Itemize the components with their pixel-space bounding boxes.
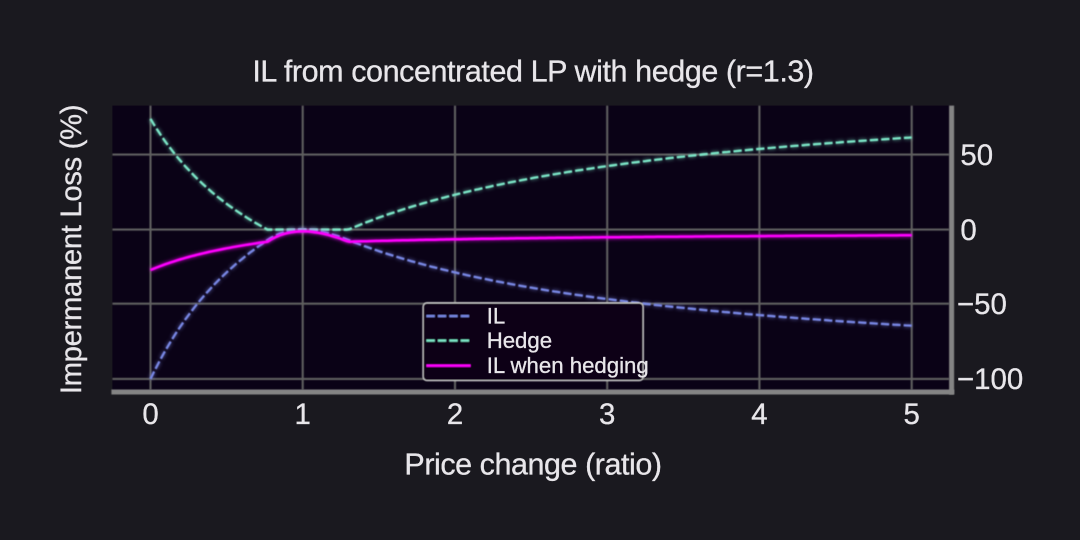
svg-text:1: 1 — [295, 398, 311, 431]
svg-text:3: 3 — [599, 398, 615, 431]
svg-text:0: 0 — [960, 214, 976, 247]
svg-text:Hedge: Hedge — [487, 328, 552, 353]
svg-text:50: 50 — [960, 139, 993, 172]
svg-text:−100: −100 — [957, 363, 1023, 396]
svg-text:4: 4 — [751, 398, 767, 431]
svg-text:IL when hedging: IL when hedging — [487, 353, 649, 378]
svg-text:Impermanent Loss (%): Impermanent Loss (%) — [55, 105, 88, 394]
svg-text:IL: IL — [487, 304, 506, 329]
svg-text:IL from concentrated LP with h: IL from concentrated LP with hedge (r=1.… — [252, 54, 813, 88]
svg-text:2: 2 — [447, 398, 463, 431]
svg-text:−50: −50 — [957, 288, 1007, 321]
svg-text:Price change (ratio): Price change (ratio) — [404, 447, 661, 481]
svg-text:0: 0 — [142, 398, 158, 431]
svg-text:5: 5 — [904, 398, 920, 431]
